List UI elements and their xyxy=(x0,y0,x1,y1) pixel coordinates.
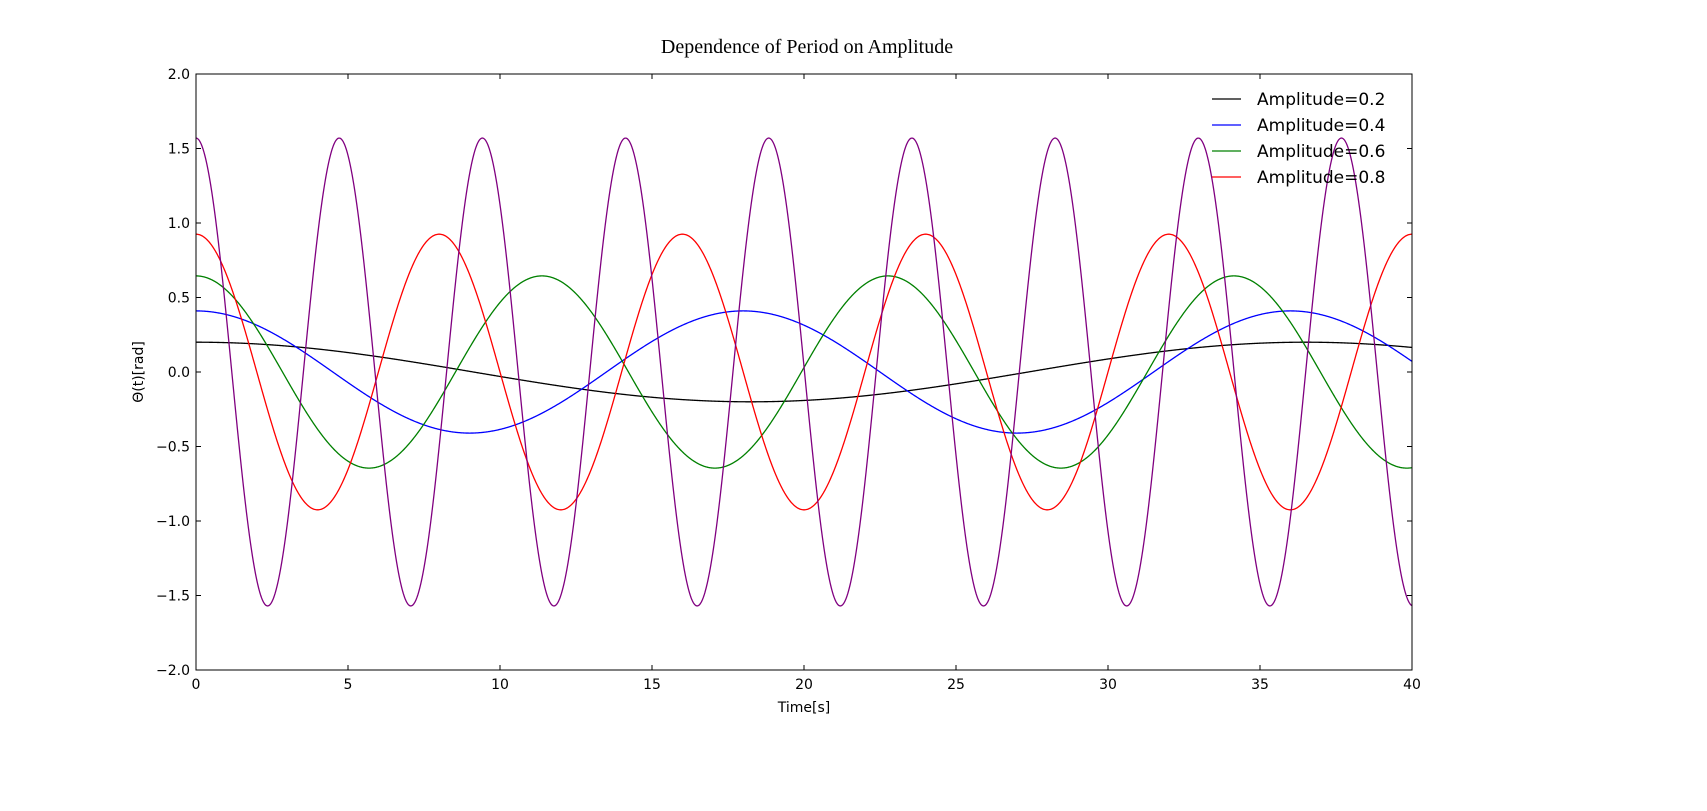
y-tick-label: −1.5 xyxy=(156,589,190,605)
y-tick-label: 2.0 xyxy=(168,67,190,83)
y-tick-label: −2.0 xyxy=(156,663,190,679)
series-line-4 xyxy=(195,137,1413,607)
x-axis-label: Time[s] xyxy=(777,700,830,716)
y-tick-label: 0.5 xyxy=(168,291,190,307)
series-line-0 xyxy=(196,341,1413,403)
x-tick-label: 20 xyxy=(795,677,813,693)
x-tick-label: 15 xyxy=(643,677,661,693)
y-tick-label: −0.5 xyxy=(156,440,190,456)
x-tick-label: 10 xyxy=(491,677,509,693)
chart-title: Dependence of Period on Amplitude xyxy=(661,36,953,58)
y-tick-label: 1.5 xyxy=(168,142,190,158)
series-line-1 xyxy=(196,310,1413,434)
ticks: 0 5 10 15 20 25 30 35 40 −2.0 −1.5 −1.0 −0.5 0.0 0.5 1.… xyxy=(156,67,1421,693)
x-tick-label: 5 xyxy=(344,677,353,693)
plot-area xyxy=(195,137,1413,607)
y-tick-label: 0.0 xyxy=(168,365,190,381)
legend-label: Amplitude=0.2 xyxy=(1257,90,1385,110)
legend: Amplitude=0.2 Amplitude=0.4 Amplitude=0.6 A… xyxy=(1212,90,1385,188)
x-tick-label: 40 xyxy=(1403,677,1421,693)
legend-label: Amplitude=0.6 xyxy=(1257,142,1385,162)
y-axis-label: Θ(t)[rad] xyxy=(131,341,147,403)
series-line-3 xyxy=(195,233,1413,511)
legend-label: Amplitude=0.4 xyxy=(1257,116,1385,136)
y-tick-label: 1.0 xyxy=(168,216,190,232)
x-tick-label: 30 xyxy=(1099,677,1117,693)
y-tick-label: −1.0 xyxy=(156,514,190,530)
x-tick-label: 0 xyxy=(192,677,201,693)
x-tick-label: 25 xyxy=(947,677,965,693)
x-tick-label: 35 xyxy=(1251,677,1269,693)
legend-label: Amplitude=0.8 xyxy=(1257,168,1385,188)
